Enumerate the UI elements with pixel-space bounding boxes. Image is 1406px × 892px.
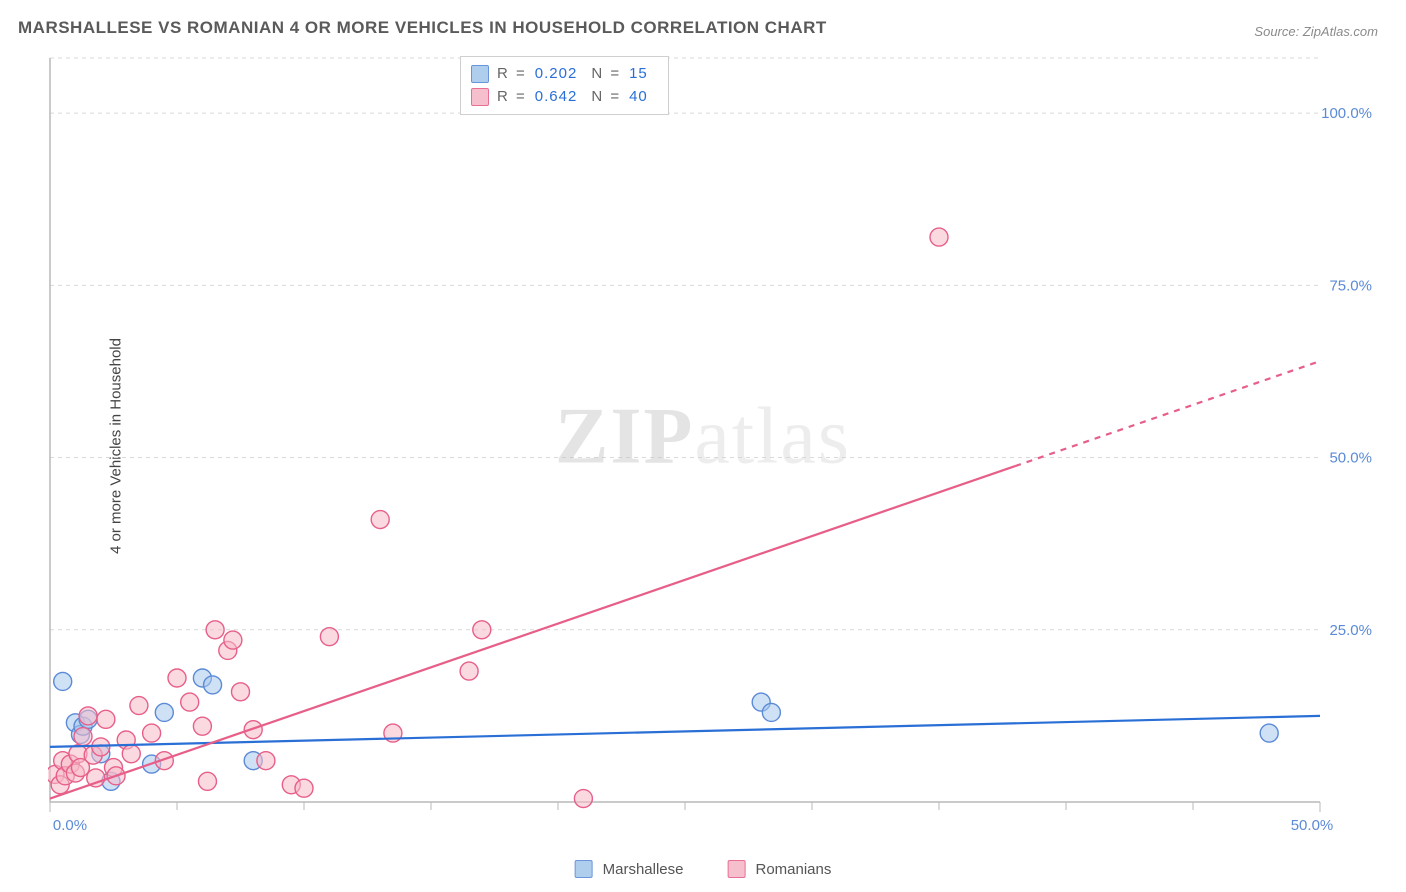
svg-text:0.0%: 0.0% (53, 817, 87, 834)
scatter-chart-svg: 25.0% 50.0% 75.0% 100.0% 0.0% 50.0% (48, 52, 1378, 842)
correlation-stats-box: R = 0.202 N = 15 R = 0.642 N = 40 (460, 56, 669, 115)
stats-row-series2: R = 0.642 N = 40 (471, 85, 654, 108)
svg-text:100.0%: 100.0% (1321, 105, 1372, 122)
legend-swatch-2 (728, 860, 746, 878)
svg-text:50.0%: 50.0% (1329, 450, 1372, 467)
stats-row-series1: R = 0.202 N = 15 (471, 62, 654, 85)
source-label: Source: (1254, 24, 1299, 39)
r-value-1: 0.202 (535, 62, 578, 85)
chart-plot-area: 25.0% 50.0% 75.0% 100.0% 0.0% 50.0% (48, 52, 1378, 842)
bottom-legend: Marshallese Romanians (575, 860, 832, 878)
n-value-2: 40 (629, 85, 648, 108)
legend-swatch-1 (575, 860, 593, 878)
legend-label-2: Romanians (756, 861, 832, 878)
r-label: R = (497, 62, 527, 85)
svg-text:25.0%: 25.0% (1329, 622, 1372, 639)
n-label: N = (591, 62, 621, 85)
n-value-1: 15 (629, 62, 648, 85)
r-label: R = (497, 85, 527, 108)
chart-title: MARSHALLESE VS ROMANIAN 4 OR MORE VEHICL… (18, 18, 827, 38)
source-attribution: Source: ZipAtlas.com (1254, 24, 1378, 39)
legend-item-2: Romanians (728, 860, 832, 878)
legend-item-1: Marshallese (575, 860, 684, 878)
swatch-series2 (471, 88, 489, 106)
r-value-2: 0.642 (535, 85, 578, 108)
legend-label-1: Marshallese (603, 861, 684, 878)
n-label: N = (591, 85, 621, 108)
swatch-series1 (471, 65, 489, 83)
svg-text:75.0%: 75.0% (1329, 277, 1372, 294)
svg-text:50.0%: 50.0% (1291, 817, 1334, 834)
source-value: ZipAtlas.com (1303, 24, 1378, 39)
